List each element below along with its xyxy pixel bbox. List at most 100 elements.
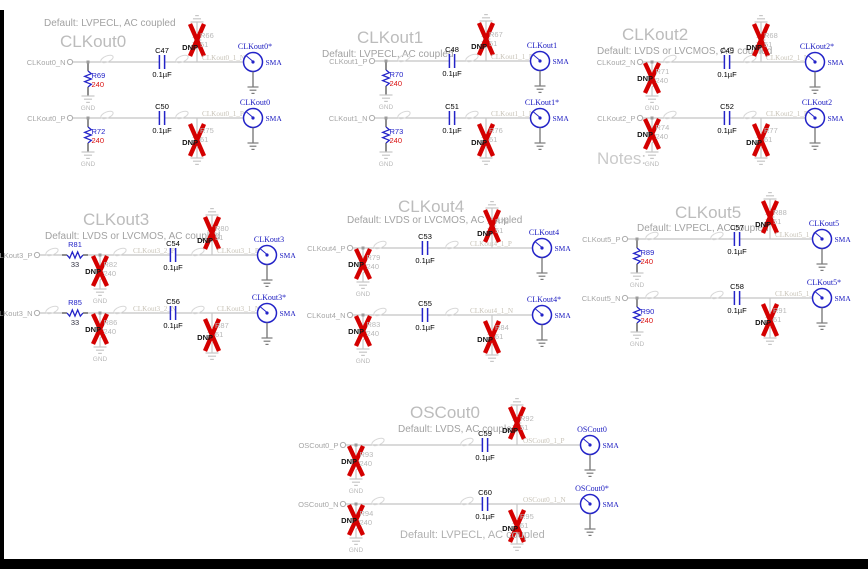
sma-connector-clkout0[interactable]: CLKout0 SMA <box>240 98 282 150</box>
capacitor-c52[interactable]: C52 0.1µF <box>717 102 737 135</box>
sma-connector-clkout1[interactable]: CLKout1* SMA <box>525 98 569 150</box>
gnd-label: GND <box>93 356 108 363</box>
sma-connector-oscout0[interactable]: OSCout0* SMA <box>575 484 619 537</box>
port-clkout2-p[interactable]: CLKout2_P <box>597 114 644 123</box>
capacitor-c51[interactable]: C51 0.1µF <box>442 102 462 135</box>
capacitor-c58[interactable]: C58 0.1µF <box>727 282 747 315</box>
net-tie-icon <box>445 240 459 250</box>
sma-connector-clkout2[interactable]: CLKout2* SMA <box>800 42 844 95</box>
port-label: OSCout0_N <box>298 500 338 509</box>
port-clkout1-n[interactable]: CLKout1_N <box>329 114 376 123</box>
junction-dot <box>98 253 102 257</box>
port-clkout3-p[interactable]: CLKout3_P <box>0 251 41 260</box>
gnd-label: GND <box>349 488 364 495</box>
resistor-ref: R79 <box>367 253 381 262</box>
port-clkout3-n[interactable]: CLKout3_N <box>0 309 41 318</box>
resistor-ref: R92 <box>520 414 534 423</box>
capacitor-c55[interactable]: C55 0.1µF <box>415 299 435 332</box>
sma-connector-clkout3[interactable]: CLKout3 SMA <box>254 235 296 287</box>
capacitor-c57[interactable]: C57 0.1µF <box>727 223 747 256</box>
resistor-ref: R68 <box>764 31 778 40</box>
capacitor-c60[interactable]: C60 0.1µF <box>475 488 495 521</box>
dnp-x-mark <box>482 320 502 354</box>
capacitor-c54[interactable]: C54 0.1µF <box>163 239 183 272</box>
resistor-value: 240 <box>641 257 654 266</box>
gnd-label: GND <box>349 547 364 554</box>
dnp-x-mark <box>347 445 365 477</box>
net-tie-icon <box>113 247 127 257</box>
capacitor-c53[interactable]: C53 0.1µF <box>415 232 435 265</box>
port-clkout4-n[interactable]: CLKout4_N <box>307 311 354 320</box>
sma-connector-oscout0[interactable]: OSCout0 SMA <box>577 425 619 477</box>
sma-connector-clkout4[interactable]: CLKout4 SMA <box>529 228 571 280</box>
gnd-label: GND <box>379 104 394 111</box>
sma-connector-clkout2[interactable]: CLKout2 SMA <box>802 98 844 150</box>
sma-connector-clkout5[interactable]: CLKout5 SMA <box>809 219 851 271</box>
port-clkout2-n[interactable]: CLKout2_N <box>597 58 644 67</box>
block-title: CLKout0 <box>60 32 126 51</box>
capacitor-c56[interactable]: C56 0.1µF <box>163 297 183 330</box>
capacitor-c48[interactable]: C48 0.1µF <box>442 45 462 78</box>
resistor-r81[interactable]: R81 33 <box>62 240 88 269</box>
capacitor-c59[interactable]: C59 0.1µF <box>475 429 495 462</box>
port-label: CLKout3_P <box>0 251 33 260</box>
port-clkout5-n[interactable]: CLKout5_N <box>582 294 629 303</box>
net-tie-icon <box>460 437 474 447</box>
port-label: CLKout0_N <box>27 58 66 67</box>
port-clkout1-p[interactable]: CLKout1_P <box>329 57 376 66</box>
port-clkout5-p[interactable]: CLKout5_P <box>582 235 629 244</box>
sma-pin-lead <box>246 55 253 62</box>
sma-connector-clkout3[interactable]: CLKout3* SMA <box>252 293 296 345</box>
port-oscout0-n[interactable]: OSCout0_N <box>298 500 347 509</box>
net-tie-icon <box>465 53 479 63</box>
sma-connector-clkout1[interactable]: CLKout1 SMA <box>527 41 569 94</box>
port-clkout0-p[interactable]: CLKout0_P <box>27 114 74 123</box>
resistor-r85[interactable]: R85 33 <box>62 298 88 327</box>
port-clkout4-p[interactable]: CLKout4_P <box>307 244 354 253</box>
port-clkout0-n[interactable]: CLKout0_N <box>27 58 74 67</box>
net-tie-loop <box>100 110 114 120</box>
capacitor-c47[interactable]: C47 0.1µF <box>152 46 172 79</box>
port-oscout0-p[interactable]: OSCout0_P <box>298 441 347 450</box>
junction-dot <box>635 296 639 300</box>
sma-connector-clkout4[interactable]: CLKout4* SMA <box>527 295 571 347</box>
sma-connector-clkout0[interactable]: CLKout0* SMA <box>238 42 282 95</box>
dnp-x-mark <box>202 318 222 352</box>
capacitor-c49[interactable]: C49 0.1µF <box>717 46 737 79</box>
block-subtitle: Default: LVPECL, AC coupled <box>322 49 454 60</box>
sma-connector-clkout5[interactable]: CLKout5* SMA <box>807 278 851 330</box>
capacitor-c50[interactable]: C50 0.1µF <box>152 102 172 135</box>
capacitor-ref: C58 <box>730 282 744 291</box>
block-subtitle: Default: LVPECL, AC coupled <box>44 18 176 29</box>
